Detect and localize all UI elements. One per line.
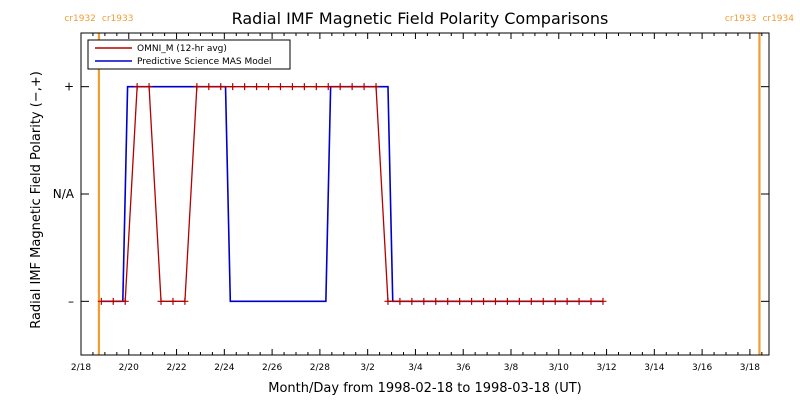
- y-tick-label: –: [68, 294, 74, 308]
- x-tick-label: 2/18: [71, 363, 91, 373]
- omni-point-marker: [324, 83, 332, 91]
- omni-point-marker: [265, 83, 273, 91]
- omni-point-marker: [276, 83, 284, 91]
- x-tick-label: 2/20: [119, 363, 139, 373]
- cr-label-right: cr1933: [102, 14, 134, 24]
- omni-point-marker: [288, 83, 296, 91]
- x-tick-label: 3/8: [504, 363, 519, 373]
- cr-label-right: cr1934: [762, 14, 794, 24]
- x-tick-label: 2/24: [214, 363, 234, 373]
- cr-label-left: cr1932: [64, 14, 96, 24]
- omni-point-marker: [133, 83, 141, 91]
- omni-point-marker: [157, 297, 165, 305]
- omni-point-marker: [444, 297, 452, 305]
- omni-point-marker: [408, 297, 416, 305]
- omni-point-marker: [432, 297, 440, 305]
- plot-area: 2/18 2/20 2/22 2/24 2/26 2/28 3/2 3/4 3/6 3/8 3/10…: [53, 14, 795, 373]
- omni-point-marker: [372, 83, 380, 91]
- omni-point-marker: [468, 297, 476, 305]
- x-tick-label: 3/2: [360, 363, 374, 373]
- omni-point-marker: [551, 297, 559, 305]
- y-axis-label: Radial IMF Magnetic Field Polarity (−,+): [29, 71, 44, 329]
- omni-point-marker: [145, 83, 153, 91]
- omni-point-marker: [420, 297, 428, 305]
- legend: OMNI_M (12-hr avg) Predictive Science MA…: [87, 39, 291, 70]
- omni-point-marker: [360, 83, 368, 91]
- omni-point-marker: [241, 83, 249, 91]
- x-tick-label: 3/4: [408, 363, 423, 373]
- omni-point-marker: [348, 83, 356, 91]
- omni-point-marker: [169, 297, 177, 305]
- omni-point-marker: [121, 297, 129, 305]
- omni-point-marker: [491, 297, 499, 305]
- omni-point-marker: [480, 297, 488, 305]
- mas-model-line: [101, 85, 603, 303]
- omni-point-marker: [396, 297, 404, 305]
- x-tick-label: 3/18: [740, 363, 760, 373]
- x-tick-label: 3/12: [596, 363, 616, 373]
- x-tick-label: 2/22: [166, 363, 186, 373]
- omni-point-marker: [563, 297, 571, 305]
- omni-point-marker: [539, 297, 547, 305]
- omni-point-marker: [109, 297, 117, 305]
- omni-point-marker: [503, 297, 511, 305]
- plot-frame: [80, 32, 770, 356]
- legend-label-mas: Predictive Science MAS Model: [137, 57, 272, 67]
- x-tick-label: 3/10: [549, 363, 569, 373]
- x-tick-label: 2/26: [262, 363, 282, 373]
- omni-point-marker: [527, 297, 535, 305]
- omni-point-marker: [193, 83, 201, 91]
- x-tick-label: 3/16: [692, 363, 712, 373]
- x-tick-label: 3/14: [644, 363, 664, 373]
- omni-point-marker: [575, 297, 583, 305]
- x-tick-label: 2/28: [310, 363, 330, 373]
- omni-point-marker: [599, 297, 607, 305]
- cr-label-left: cr1933: [725, 14, 757, 24]
- x-tick-label: 3/6: [456, 363, 471, 373]
- omni-point-marker: [205, 83, 213, 91]
- omni-point-marker: [97, 297, 105, 305]
- chart-title: Radial IMF Magnetic Field Polarity Compa…: [232, 9, 609, 28]
- x-axis-label: Month/Day from 1998-02-18 to 1998-03-18 …: [268, 381, 581, 396]
- omni-point-marker: [300, 83, 308, 91]
- omni-point-marker: [384, 297, 392, 305]
- omni-point-marker: [229, 83, 237, 91]
- y-tick-label: N/A: [53, 187, 75, 201]
- y-tick-label: +: [64, 80, 74, 94]
- omni-point-marker: [312, 83, 320, 91]
- omni-point-marker: [253, 83, 261, 91]
- legend-label-omni: OMNI_M (12-hr avg): [137, 44, 227, 54]
- omni-point-marker: [587, 297, 595, 305]
- omni-point-marker: [336, 83, 344, 91]
- omni-point-marker: [217, 83, 225, 91]
- omni-point-marker: [456, 297, 464, 305]
- legend-box: [87, 39, 291, 70]
- omni-point-marker: [181, 297, 189, 305]
- omni-point-marker: [515, 297, 523, 305]
